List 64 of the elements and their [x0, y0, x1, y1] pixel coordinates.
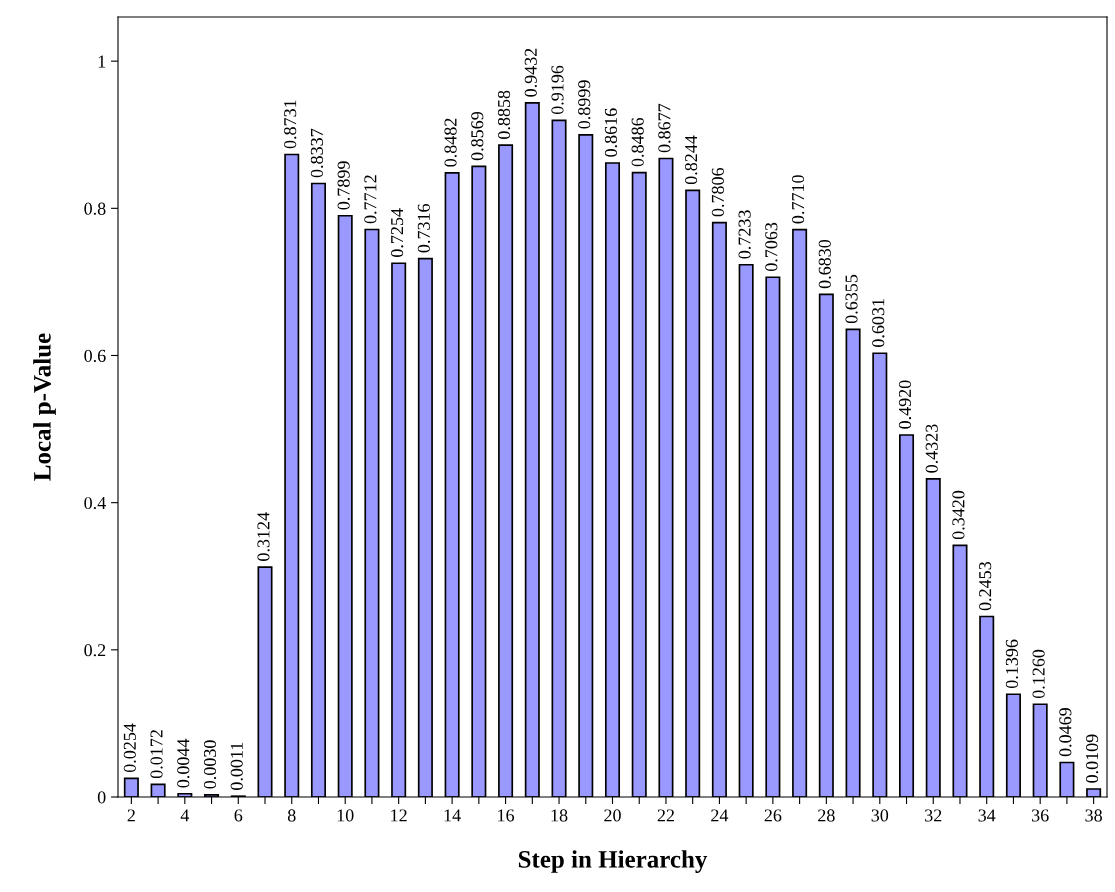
data-label: 0.0254 — [123, 723, 136, 773]
x-tick-label: 14 — [444, 809, 461, 822]
data-label: 0.4920 — [898, 380, 912, 429]
x-tick-label: 30 — [871, 809, 889, 822]
data-label: 0.8731 — [284, 100, 297, 149]
data-label: 0.1396 — [1005, 639, 1019, 689]
data-label: 0.9196 — [551, 65, 564, 115]
data-label: 0.7806 — [711, 167, 725, 217]
y-tick-label: 0.8 — [84, 202, 106, 215]
data-label: 0.0109 — [1085, 734, 1099, 783]
data-label: 0.8482 — [444, 118, 457, 167]
data-label: 0.6031 — [872, 299, 885, 347]
x-tick-label: 22 — [657, 809, 674, 822]
x-tick-label: 32 — [925, 809, 942, 822]
data-label: 0.7899 — [337, 161, 350, 210]
x-tick-label: 16 — [498, 809, 515, 822]
data-label: 0.7233 — [738, 210, 751, 259]
x-tick-label: 4 — [180, 809, 190, 822]
data-label: 0.9432 — [524, 48, 537, 97]
data-label: 0.8486 — [631, 117, 644, 167]
y-tick-label: 1 — [98, 55, 106, 68]
y-tick-label: 0.4 — [84, 496, 106, 510]
data-label: 0.0469 — [1059, 708, 1072, 757]
x-tick-label: 12 — [391, 809, 407, 822]
x-tick-label: 20 — [604, 809, 621, 822]
data-label: 0.7712 — [364, 175, 377, 224]
data-label: 0.7316 — [417, 203, 430, 253]
y-tick-label: 0.6 — [84, 349, 106, 363]
data-label: 0.4323 — [925, 424, 938, 473]
y-axis-title: Local p-Value — [33, 333, 56, 481]
data-label: 0.7254 — [391, 208, 404, 257]
data-label: 0.3124 — [257, 512, 270, 561]
data-label: 0.0011 — [230, 742, 243, 790]
x-tick-label: 10 — [337, 809, 354, 822]
data-label: 0.1260 — [1032, 649, 1045, 699]
data-label: 0.8677 — [658, 103, 671, 153]
data-label: 0.8999 — [578, 80, 591, 129]
y-tick-label: 0 — [97, 791, 106, 804]
data-label: 0.8616 — [604, 108, 618, 157]
data-label: 0.2453 — [979, 561, 992, 611]
data-label: 0.6830 — [818, 239, 831, 289]
x-tick-label: 8 — [287, 809, 296, 822]
x-tick-label: 36 — [1032, 809, 1049, 822]
data-label: 0.8569 — [471, 111, 484, 161]
data-label: 0.0172 — [150, 730, 163, 779]
data-label: 0.7710 — [791, 175, 805, 224]
data-label: 0.8244 — [685, 135, 698, 185]
data-label: 0.3420 — [952, 490, 965, 540]
x-tick-label: 6 — [234, 809, 243, 822]
x-tick-label: 2 — [127, 809, 135, 822]
x-tick-label: 26 — [764, 809, 782, 822]
data-label: 0.6355 — [845, 274, 858, 324]
x-axis-title: Step in Hierarchy — [518, 850, 708, 873]
x-tick-label: 38 — [1085, 809, 1102, 822]
x-tick-label: 18 — [551, 809, 568, 822]
x-tick-label: 28 — [818, 809, 835, 822]
x-tick-label: 34 — [978, 809, 996, 822]
data-label: 0.0044 — [177, 738, 190, 788]
y-tick-label: 0.2 — [84, 644, 106, 657]
data-label: 0.8858 — [497, 90, 511, 139]
data-label: 0.0030 — [203, 740, 217, 789]
data-label: 0.8337 — [310, 128, 324, 178]
data-label: 0.7063 — [765, 222, 778, 272]
x-tick-label: 24 — [711, 809, 729, 822]
